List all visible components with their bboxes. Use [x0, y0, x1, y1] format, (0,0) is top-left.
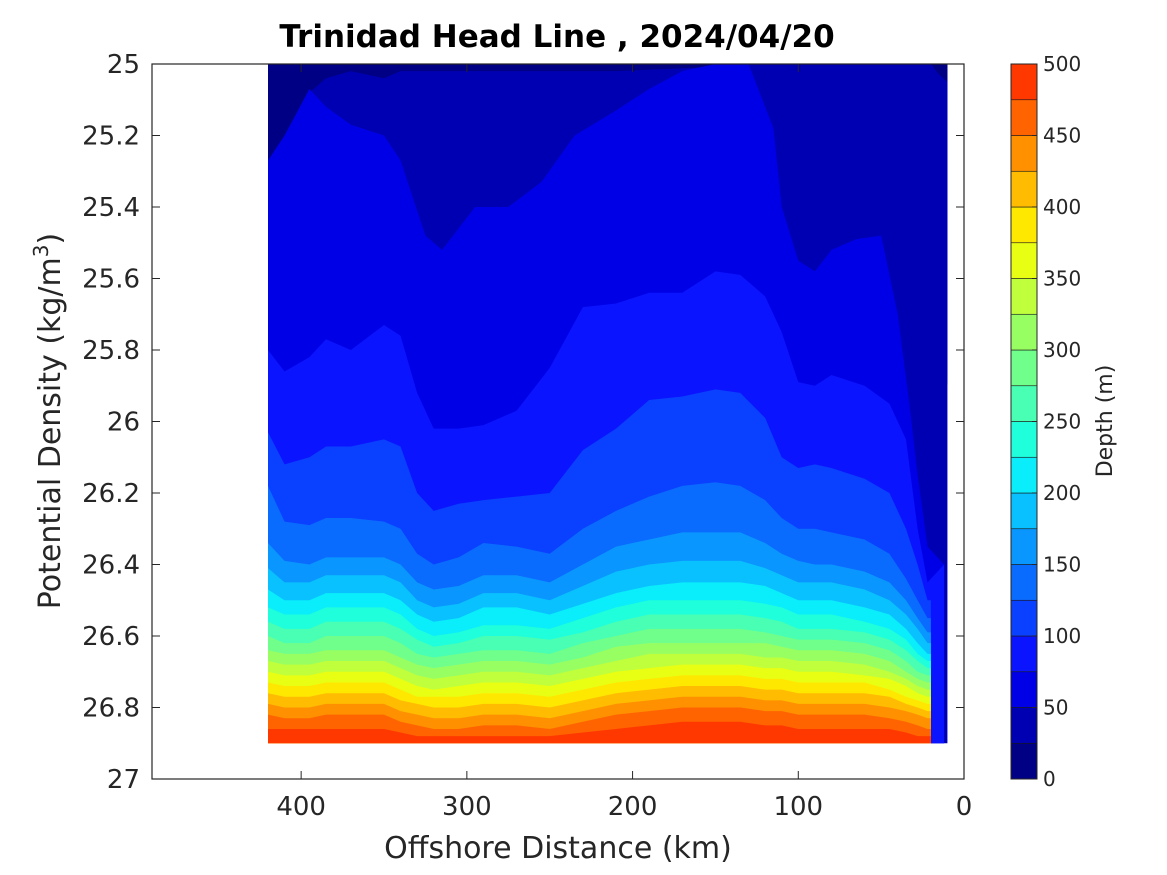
y-tick-label: 27: [107, 765, 140, 795]
y-axis-title: Potential Density (kg/m3): [29, 233, 68, 609]
colorbar-swatch: [1010, 63, 1038, 101]
colorbar-tick-label: 50: [1043, 696, 1068, 720]
y-axis: 25 25.2 25.4 25.6 25.8 26 26.2 26.4 26.6 26.8 27: [82, 50, 964, 795]
colorbar: 0 50 100 150 200 250 300 350 400 450 500 Depth (m): [1010, 52, 1118, 791]
y-axis-title-tail: ): [33, 233, 68, 245]
x-tick-label: 100: [773, 792, 823, 822]
colorbar-title: Depth (m): [1093, 365, 1118, 478]
colorbar-tick-label: 300: [1043, 338, 1081, 362]
colorbar-swatch: [1010, 99, 1038, 136]
y-tick-label: 26.6: [82, 622, 140, 652]
colorbar-swatch: [1010, 707, 1038, 744]
colorbar-swatch: [1010, 635, 1038, 673]
colorbar-swatch: [1010, 742, 1038, 780]
colorbar-tick-label: 500: [1043, 52, 1081, 76]
colorbar-swatch: [1010, 456, 1038, 494]
colorbar-swatch: [1010, 135, 1038, 172]
colorbar-tick-label: 350: [1043, 267, 1081, 291]
colorbar-tick-label: 450: [1043, 124, 1081, 148]
y-tick-label: 25.2: [82, 122, 140, 152]
colorbar-tick-label: 400: [1043, 195, 1081, 219]
x-tick-label: 0: [956, 792, 973, 822]
colorbar-swatch: [1010, 242, 1038, 279]
colorbar-swatch: [1010, 421, 1038, 458]
colorbar-tick-label: 100: [1043, 624, 1081, 648]
colorbar-tick-label: 0: [1043, 767, 1056, 791]
colorbar-swatch: [1010, 170, 1038, 208]
colorbar-swatch: [1010, 313, 1038, 351]
x-axis-title: Offshore Distance (km): [384, 831, 732, 866]
contour-band-nearshore-low: [897, 64, 948, 386]
chart-title: Trinidad Head Line , 2024/04/20: [279, 19, 834, 55]
colorbar-swatches: [1010, 63, 1038, 780]
colorbar-swatch: [1010, 528, 1038, 565]
colorbar-swatch: [1010, 278, 1038, 315]
y-tick-label: 26.8: [82, 694, 140, 724]
plot-area: [151, 63, 965, 780]
contour-band-475: [268, 721, 931, 744]
colorbar-swatch: [1010, 206, 1038, 244]
x-tick-label: 300: [442, 792, 492, 822]
colorbar-ticks: 0 50 100 150 200 250 300 350 400 450 500: [1032, 52, 1081, 791]
colorbar-swatch: [1010, 349, 1038, 387]
x-tick-label: 400: [276, 792, 326, 822]
colorbar-tick-label: 250: [1043, 410, 1081, 434]
y-axis-title-superscript: 3: [29, 244, 53, 257]
colorbar-swatch: [1010, 385, 1038, 422]
x-axis: 400 300 200 100 0: [276, 64, 972, 822]
colorbar-tick-label: 150: [1043, 553, 1081, 577]
contour-fills: [268, 64, 948, 744]
y-tick-label: 25.4: [82, 193, 140, 223]
colorbar-swatch: [1010, 671, 1038, 708]
y-tick-label: 25.8: [82, 336, 140, 366]
colorbar-swatch: [1010, 564, 1038, 601]
colorbar-swatch: [1010, 492, 1038, 530]
colorbar-tick-label: 200: [1043, 481, 1081, 505]
y-tick-label: 26.4: [82, 551, 140, 581]
y-tick-label: 25.6: [82, 265, 140, 295]
x-tick-label: 200: [608, 792, 658, 822]
colorbar-swatch: [1010, 599, 1038, 637]
contour-band-nearshore-min: [930, 64, 948, 82]
y-tick-label: 26.2: [82, 479, 140, 509]
y-tick-label: 25: [107, 50, 140, 80]
y-tick-label: 26: [107, 408, 140, 438]
y-axis-title-main: Potential Density (kg/m: [33, 257, 68, 609]
